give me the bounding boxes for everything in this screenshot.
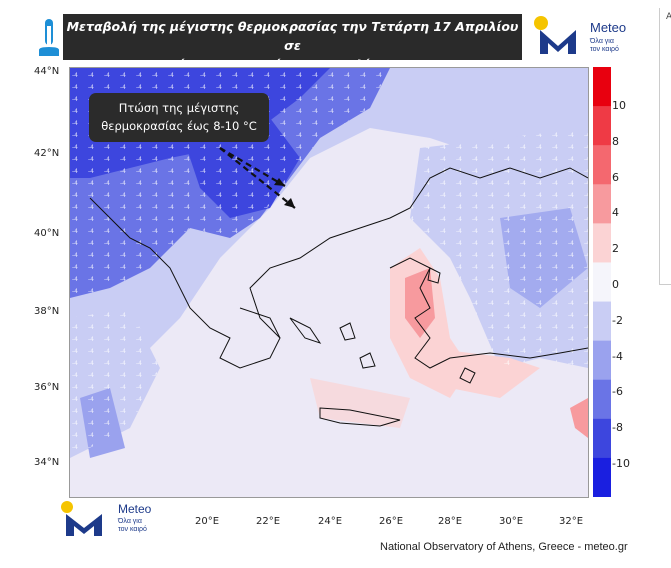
arrow-head-2 <box>274 178 285 186</box>
colorbar-label: 0 <box>612 278 619 291</box>
lat-tick: 34°N <box>34 457 60 468</box>
title-line-1: Μεταβολή της μέγιστης θερμοκρασίας την Τ… <box>66 19 519 53</box>
header: Μεταβολή της μέγιστης θερμοκρασίας την Τ… <box>36 14 654 72</box>
credit-text: National Observatory of Athens, Greece -… <box>380 541 628 553</box>
colorbar-label: -8 <box>612 421 623 435</box>
arrow-head-1 <box>284 198 295 208</box>
callout-box: Πτώση της μέγιστης θερμοκρασίας έως 8-10… <box>89 93 269 142</box>
colorbar-segment <box>593 457 611 497</box>
colorbar-label: 6 <box>612 170 619 184</box>
colorbar-segment <box>593 145 611 185</box>
bottom-tagline-1: Όλα για <box>118 518 142 525</box>
colorbar-label: -6 <box>612 385 623 399</box>
brand-tagline-1: Όλα για <box>590 38 614 45</box>
colorbar-label: 4 <box>612 206 619 220</box>
meteo-m-icon <box>61 501 102 536</box>
side-panel-letter: A <box>666 12 671 22</box>
colorbar-label: -4 <box>612 349 623 363</box>
page-title: Μεταβολή της μέγιστης θερμοκρασίας την Τ… <box>63 17 522 74</box>
colorbar-segment <box>593 67 611 107</box>
colorbar <box>593 67 611 497</box>
colorbar-label: 10 <box>612 99 626 112</box>
meteo-m-icon <box>534 16 576 54</box>
brand-name: Meteo <box>590 20 627 35</box>
bottom-brand-name: Meteo <box>118 502 152 516</box>
colorbar-label: -2 <box>612 313 623 327</box>
lon-tick: 26°E <box>378 516 404 527</box>
colorbar-label: 8 <box>612 134 619 148</box>
callout-line-1: Πτώση της μέγιστης <box>118 101 240 115</box>
lat-tick: 36°N <box>34 382 60 393</box>
bottom-brand-tagline: Όλα για τον καιρό <box>118 518 158 534</box>
lon-tick: 22°E <box>255 516 281 527</box>
lon-tick: 32°E <box>558 516 584 527</box>
brand-tagline: Όλα για τον καιρό <box>590 38 640 54</box>
colorbar-segment <box>593 262 611 303</box>
bottom-tagline-2: τον καιρό <box>118 526 147 533</box>
colorbar-segment <box>593 418 611 459</box>
callout-line-2: θερμοκρασίας έως 8-10 °C <box>101 119 257 133</box>
meteo-logo-bottom: Meteo Όλα για τον καιρό <box>58 500 178 540</box>
colorbar-segment <box>593 379 611 420</box>
brand-tagline-2: τον καιρό <box>590 46 619 53</box>
colorbar-segment <box>593 301 611 342</box>
lat-tick: 38°N <box>34 306 60 317</box>
lat-tick: 42°N <box>34 148 60 159</box>
colorbar-label: 2 <box>612 242 619 256</box>
lat-tick: 40°N <box>34 228 60 239</box>
lat-tick: 44°N <box>34 66 60 77</box>
colorbar-label: -10 <box>612 457 630 470</box>
colorbar-segment <box>593 184 611 224</box>
thermometer-icon <box>36 14 62 60</box>
side-panel <box>659 8 671 285</box>
lon-tick: 28°E <box>437 516 463 527</box>
lon-tick: 30°E <box>498 516 524 527</box>
lon-tick: 24°E <box>317 516 343 527</box>
colorbar-segment <box>593 340 611 381</box>
callout-arrows <box>219 147 296 209</box>
colorbar-segment <box>593 106 611 146</box>
lon-tick: 20°E <box>194 516 220 527</box>
colorbar-segment <box>593 223 611 263</box>
header-title-bar: Μεταβολή της μέγιστης θερμοκρασίας την Τ… <box>63 14 522 72</box>
meteo-logo: Meteo Όλα για τον καιρό <box>532 14 642 60</box>
